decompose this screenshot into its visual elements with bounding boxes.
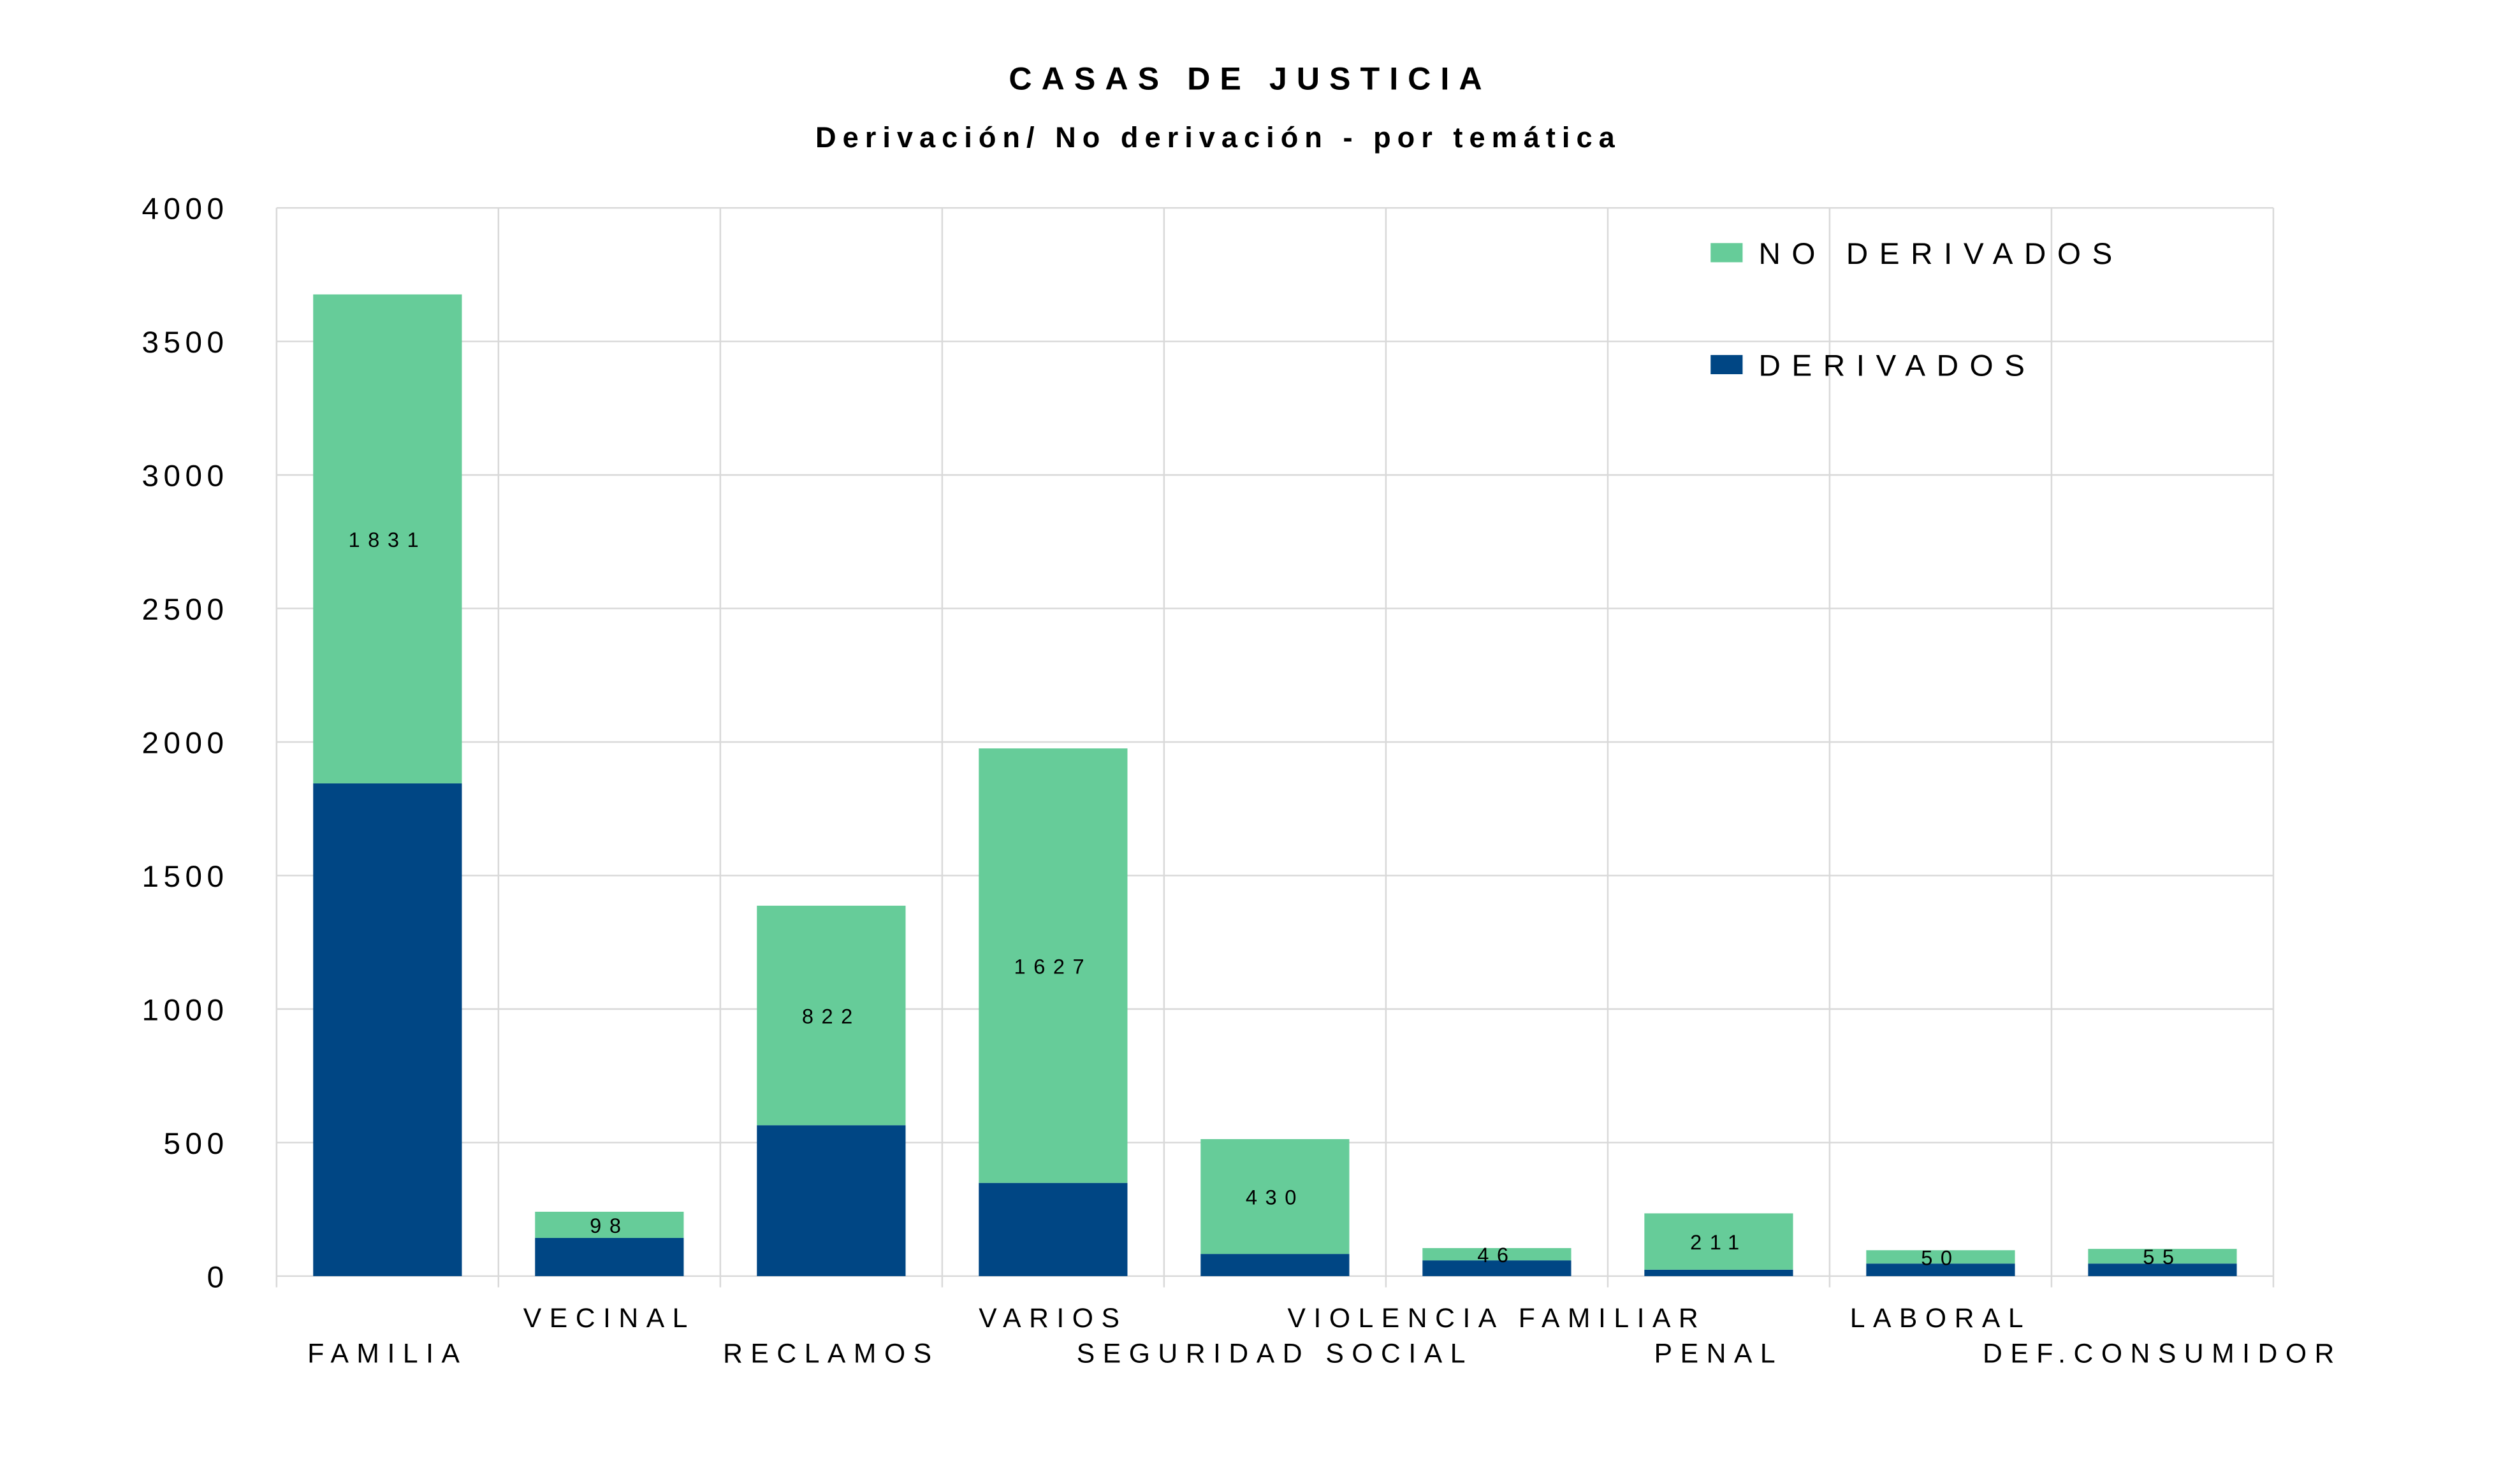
bar-derivados	[313, 783, 462, 1276]
x-axis-labels: FAMILIA VECINAL RECLAMOS VARIOS SEGURIDAD SO…	[307, 1303, 2342, 1369]
y-tick-label: 2000	[142, 727, 229, 760]
data-label: 98	[590, 1214, 629, 1237]
x-tick-label: VIOLENCIA FAMILIAR	[1288, 1303, 1707, 1334]
x-tick-label: LABORAL	[1850, 1303, 2031, 1334]
y-tick-label: 4000	[142, 193, 229, 226]
bar-derivados	[535, 1237, 684, 1276]
x-tick-label: FAMILIA	[307, 1338, 467, 1369]
x-tick-label: PENAL	[1654, 1338, 1783, 1369]
data-label: 211	[1690, 1230, 1747, 1254]
legend-label: DERIVADOS	[1758, 349, 2036, 383]
bars	[313, 294, 2237, 1276]
y-tick-label: 500	[164, 1127, 229, 1161]
y-tick-label: 1000	[142, 993, 229, 1027]
data-label: 55	[2143, 1245, 2182, 1269]
data-labels: 1831 98 822 1627 430 46 211 50 55	[349, 528, 2182, 1269]
x-tick-label: SEGURIDAD SOCIAL	[1077, 1338, 1473, 1369]
data-label: 822	[802, 1005, 861, 1028]
legend-swatch	[1710, 243, 1743, 263]
data-label: 1831	[349, 528, 427, 551]
bar-derivados	[1866, 1263, 2015, 1276]
x-tick-label: VARIOS	[979, 1303, 1127, 1334]
bar-no-derivados	[1866, 1250, 2015, 1264]
bar-no-derivados	[313, 294, 462, 783]
bar-derivados	[757, 1125, 906, 1276]
data-label: 1627	[1014, 954, 1093, 978]
legend: NO DERIVADOS DERIVADOS	[1710, 237, 2123, 383]
bar-no-derivados	[1422, 1248, 1572, 1261]
y-tick-label: 3500	[142, 326, 229, 360]
data-label: 46	[1477, 1243, 1516, 1267]
y-axis-ticks: 0 500 1000 1500 2000 2500 3000 3500 4000	[142, 193, 229, 1295]
bar-derivados	[979, 1182, 1128, 1276]
data-label: 50	[1921, 1246, 1960, 1269]
bar-no-derivados	[1644, 1213, 1793, 1270]
x-tick-label: DEF.CONSUMIDOR	[1983, 1338, 2342, 1369]
x-tick-label: VECINAL	[523, 1303, 696, 1334]
legend-label: NO DERIVADOS	[1758, 237, 2123, 271]
bar-no-derivados	[1200, 1138, 1350, 1255]
bar-no-derivados	[535, 1211, 684, 1238]
chart-title: CASAS DE JUSTICIA	[1009, 61, 1491, 96]
bar-derivados	[1644, 1269, 1793, 1276]
bar-derivados	[1422, 1260, 1572, 1276]
y-tick-label: 1500	[142, 860, 229, 894]
bar-derivados	[2088, 1263, 2237, 1276]
y-tick-label: 3000	[142, 460, 229, 493]
data-label: 430	[1246, 1186, 1304, 1209]
chart-subtitle: Derivación/ No derivación - por temática	[815, 121, 1621, 154]
bar-no-derivados	[2088, 1249, 2237, 1264]
bar-no-derivados	[979, 748, 1128, 1183]
bar-derivados	[1200, 1254, 1350, 1276]
gridlines	[275, 207, 2275, 1288]
legend-swatch	[1710, 354, 1743, 375]
bar-no-derivados	[757, 905, 906, 1126]
y-tick-label: 0	[207, 1260, 229, 1294]
y-tick-label: 2500	[142, 593, 229, 627]
x-tick-label: RECLAMOS	[723, 1338, 939, 1369]
